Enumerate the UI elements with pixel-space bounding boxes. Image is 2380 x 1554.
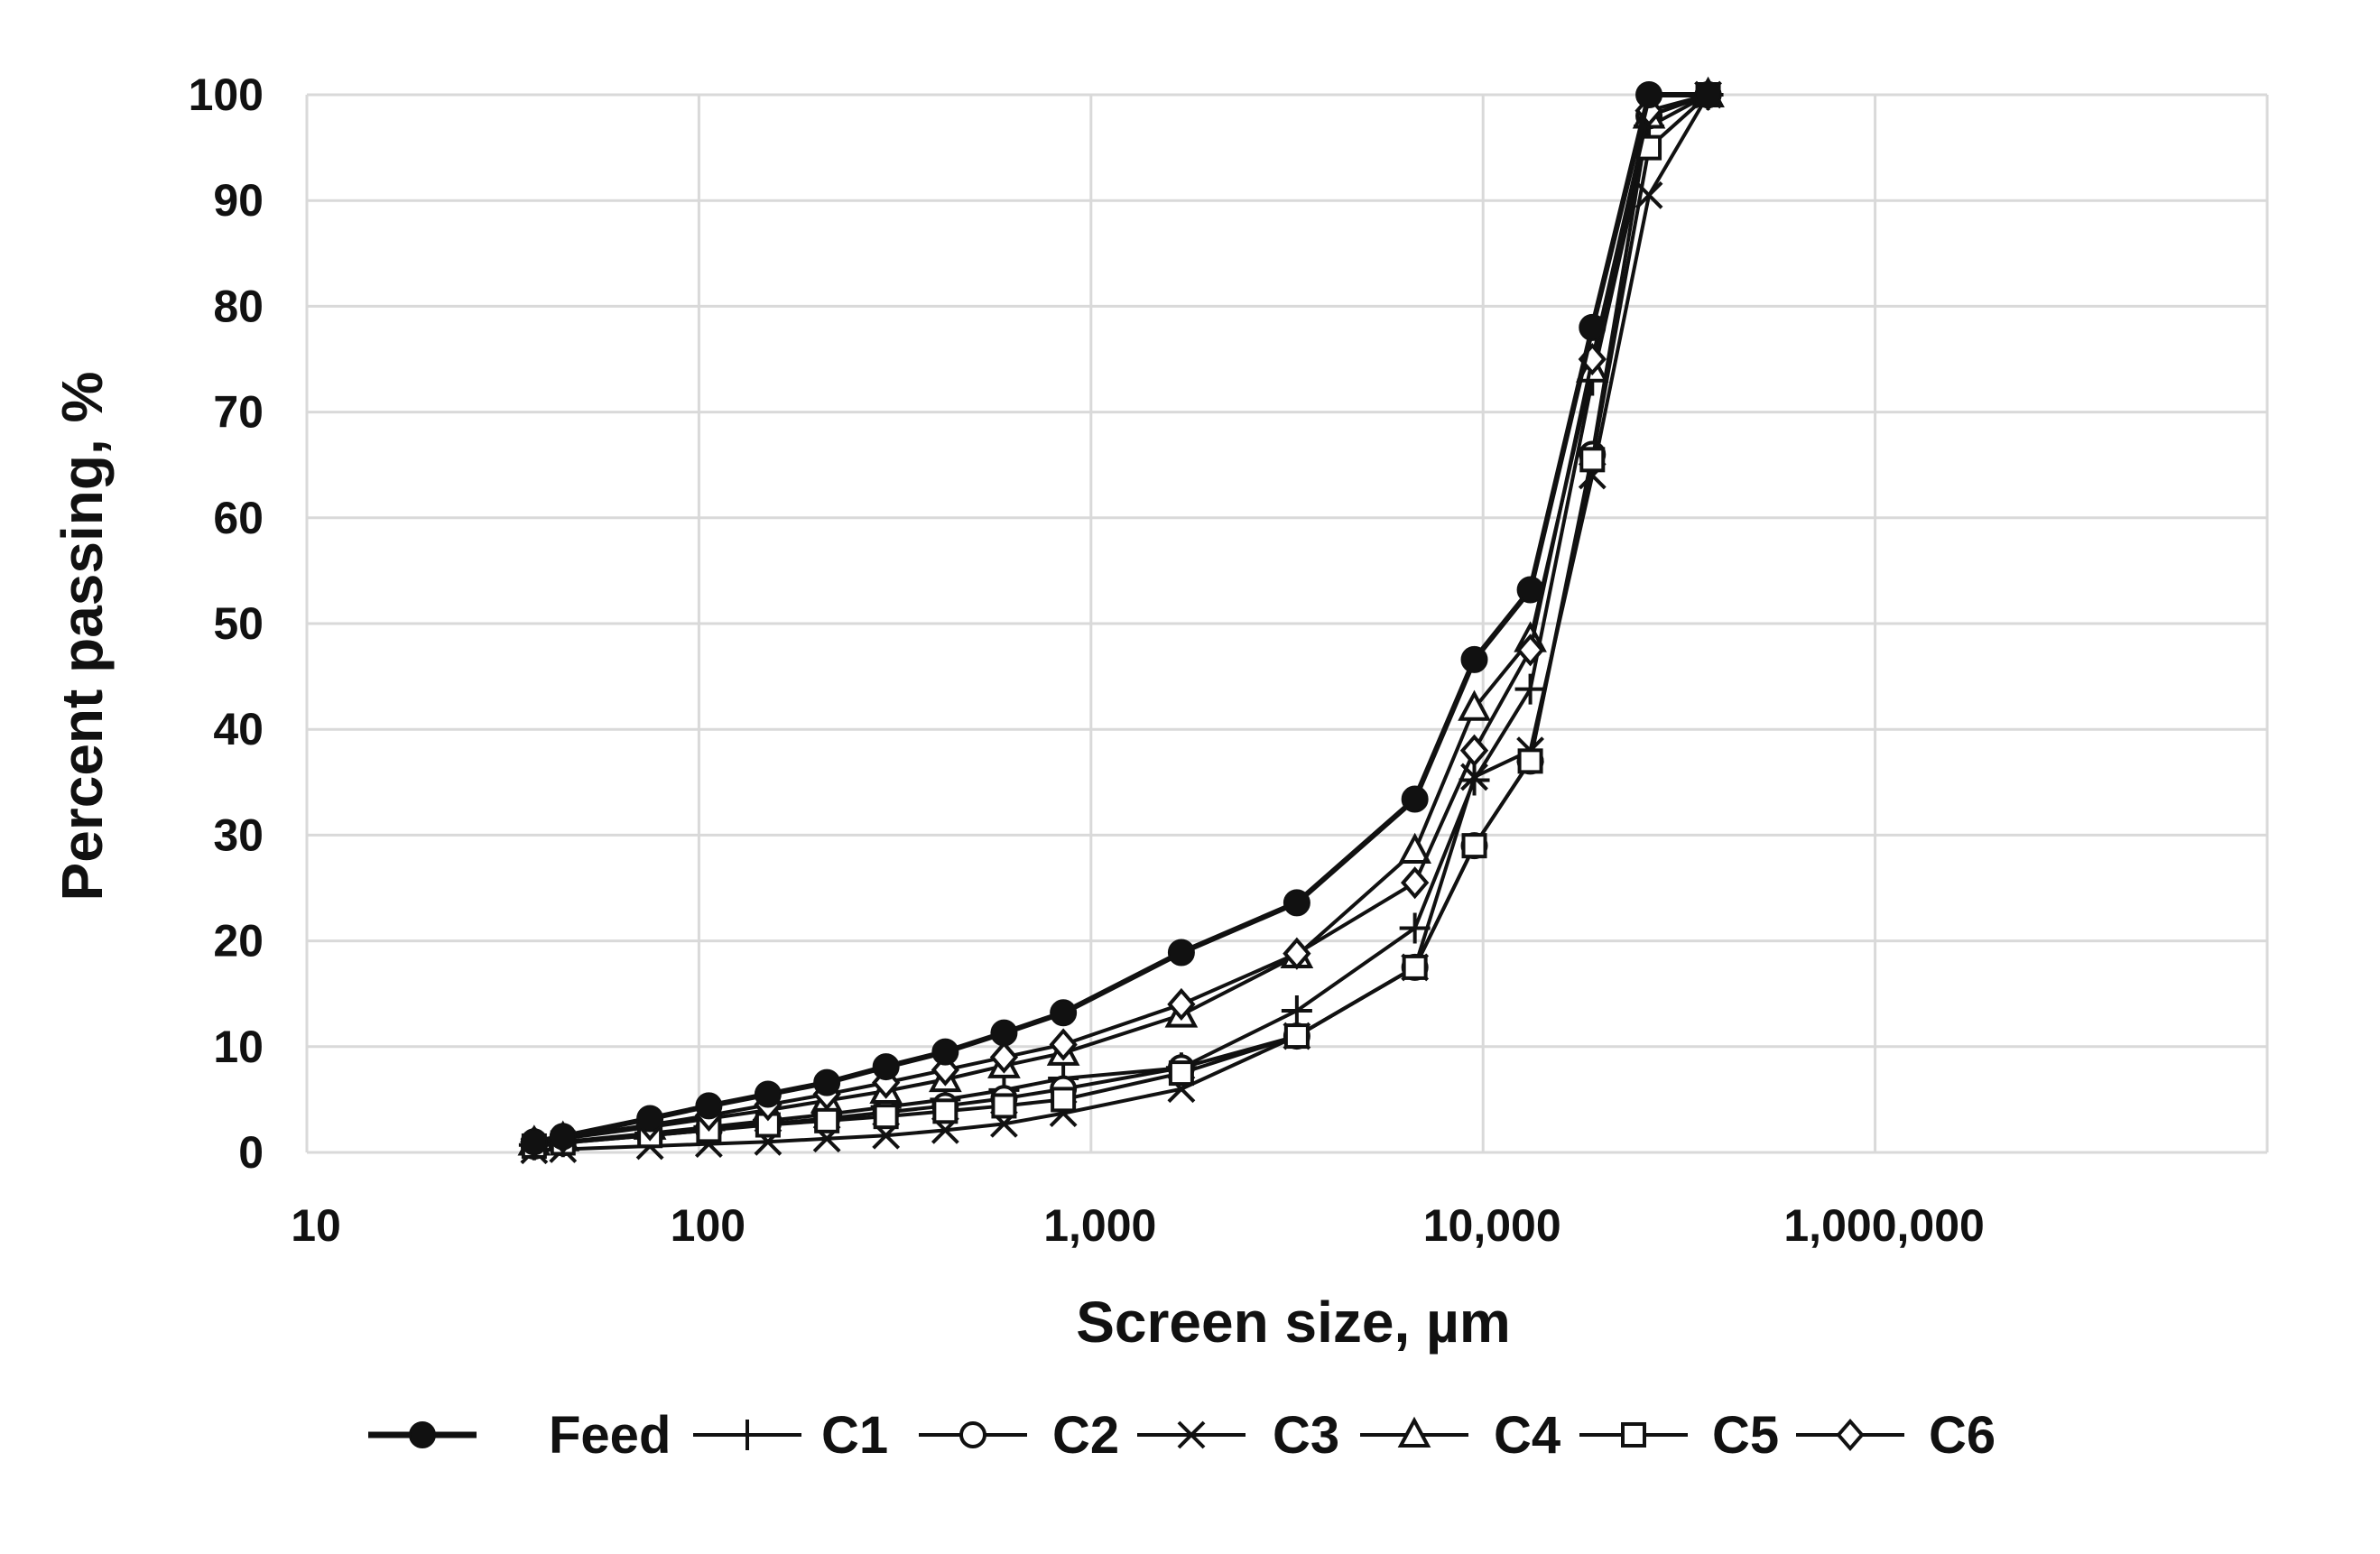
data-point-c6 — [1401, 866, 1430, 900]
legend-marker-c2 — [959, 1421, 986, 1448]
y-tick-label: 100 — [189, 69, 264, 120]
series-c6 — [520, 78, 1723, 1159]
legend-marker-c1 — [732, 1420, 763, 1450]
data-point-feed — [549, 1123, 577, 1151]
series-line-feed — [533, 92, 1709, 1145]
legend-label-c2: C2 — [1052, 1406, 1119, 1465]
data-point-c5 — [1517, 748, 1543, 774]
y-tick-label: 0 — [238, 1127, 264, 1178]
x-tick-label: 100 — [671, 1200, 745, 1251]
data-point-feed — [1401, 785, 1429, 813]
legend-label-feed: Feed — [549, 1406, 671, 1465]
data-point-c1 — [1399, 912, 1431, 944]
data-point-feed — [1516, 576, 1544, 604]
grid-lines — [305, 93, 2269, 1154]
legend-entry-c4: C4 — [1360, 1406, 1560, 1465]
data-point-c4 — [1398, 832, 1431, 864]
data-point-feed — [636, 1105, 664, 1133]
data-point-feed — [931, 1038, 959, 1066]
legend-label-c1: C1 — [821, 1406, 888, 1465]
legend-label-c4: C4 — [1494, 1406, 1560, 1465]
data-point-c5 — [932, 1098, 958, 1124]
x-axis-tick-labels: 10 100 1,000 10,000 1,000,000 — [291, 1200, 1985, 1251]
series-line-c2 — [533, 93, 1709, 1148]
data-point-c1 — [1514, 673, 1546, 705]
data-point-c6 — [1459, 734, 1489, 767]
data-point-c6 — [1283, 937, 1311, 970]
data-point-c6 — [989, 1041, 1019, 1074]
legend-label-c5: C5 — [1712, 1406, 1779, 1465]
data-point-feed — [990, 1019, 1018, 1047]
data-point-c6 — [1049, 1028, 1078, 1061]
x-tick-label: 10 — [291, 1200, 341, 1251]
data-point-feed — [754, 1080, 782, 1108]
data-point-c6 — [1167, 987, 1196, 1021]
data-point-feed — [1283, 889, 1310, 917]
legend-marker-c5 — [1621, 1422, 1646, 1448]
data-point-c5 — [1051, 1087, 1077, 1113]
y-tick-label: 60 — [213, 493, 264, 543]
legend-entry-c1: C1 — [693, 1406, 888, 1465]
legend-entry-c5: C5 — [1579, 1406, 1779, 1465]
series-line-c5 — [533, 93, 1709, 1148]
data-point-feed — [1579, 313, 1607, 341]
y-tick-label: 70 — [213, 387, 264, 438]
data-point-c4 — [1458, 689, 1491, 721]
data-point-feed — [813, 1068, 841, 1096]
x-tick-label: 1,000 — [1043, 1200, 1156, 1251]
y-tick-label: 50 — [213, 598, 264, 649]
x-tick-label: 10,000 — [1423, 1200, 1561, 1251]
data-point-c5 — [1461, 833, 1487, 859]
legend-entry-c2: C2 — [919, 1406, 1119, 1465]
legend-label-c3: C3 — [1273, 1406, 1339, 1465]
y-tick-label: 20 — [213, 916, 264, 967]
legend-marker-feed — [409, 1421, 436, 1448]
data-point-c5 — [873, 1104, 899, 1130]
series-c5 — [521, 82, 1721, 1159]
data-point-c5 — [991, 1093, 1017, 1119]
y-tick-label: 10 — [213, 1022, 264, 1072]
data-point-c1 — [1281, 994, 1312, 1026]
legend-label-c6: C6 — [1929, 1406, 1996, 1465]
y-tick-label: 40 — [213, 704, 264, 754]
x-axis-title: Screen size, µm — [1076, 1290, 1511, 1355]
data-point-feed — [1635, 81, 1663, 108]
data-point-c5 — [1579, 447, 1606, 473]
data-point-c5 — [1168, 1060, 1194, 1087]
legend-entry-c6: C6 — [1796, 1406, 1996, 1465]
series-layer — [517, 76, 1725, 1165]
legend-entry-feed: Feed — [368, 1406, 671, 1465]
legend-entry-c3: C3 — [1137, 1406, 1339, 1465]
y-tick-label: 90 — [213, 175, 264, 226]
y-axis-tick-labels: 0 10 20 30 40 50 60 70 80 90 100 — [189, 69, 264, 1178]
data-point-c5 — [814, 1107, 840, 1133]
series-c4 — [517, 76, 1725, 1156]
legend: Feed C1 C2 C3 C4 C5 C6 — [368, 1406, 1996, 1465]
y-tick-label: 30 — [213, 809, 264, 860]
data-point-c5 — [1283, 1023, 1310, 1050]
data-point-c5 — [1402, 954, 1428, 980]
legend-marker-c4 — [1397, 1416, 1431, 1448]
x-tick-label: 1,000,000 — [1783, 1200, 1984, 1251]
data-point-feed — [520, 1128, 548, 1156]
legend-marker-c6 — [1836, 1418, 1865, 1452]
series-feed — [520, 81, 1722, 1156]
y-tick-label: 80 — [213, 281, 264, 331]
legend-marker-c3 — [1177, 1420, 1206, 1449]
data-point-c6 — [931, 1053, 960, 1087]
data-point-feed — [1050, 999, 1078, 1027]
y-axis-title: Percent passing, % — [50, 372, 115, 902]
data-point-feed — [1694, 81, 1722, 108]
data-point-feed — [1460, 645, 1488, 673]
data-point-feed — [872, 1053, 900, 1081]
data-point-feed — [1167, 939, 1195, 967]
series-line-c1 — [533, 93, 1709, 1147]
series-c2 — [520, 81, 1722, 1160]
data-point-feed — [695, 1092, 723, 1120]
data-point-c6 — [1515, 634, 1545, 667]
